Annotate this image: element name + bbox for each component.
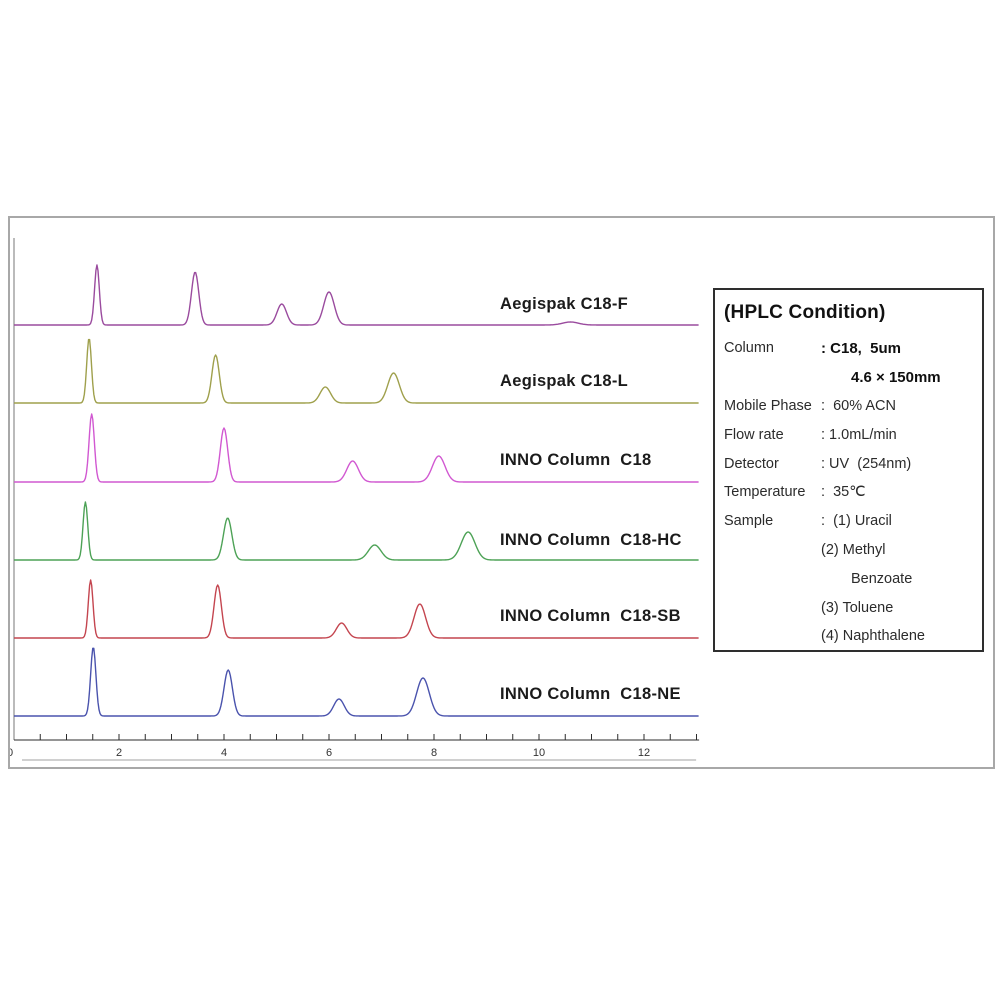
x-axis-tick-label: 12 <box>638 747 650 759</box>
hplc-row-value: : C18, 5um <box>821 339 902 357</box>
hplc-row: Temperature : 35℃ <box>724 478 979 507</box>
hplc-row-value: 4.6 × 150mm <box>851 368 941 386</box>
chromatogram-trace-2 <box>14 338 699 404</box>
chromatogram-panel: 2 4 6 8 10 12 0 Aegispak C18-F Aegispak C18-L IN… <box>8 216 995 769</box>
x-axis-tick-label: 8 <box>431 747 437 759</box>
hplc-row-label: Column <box>724 340 774 357</box>
hplc-row: Sample : (1) Uracil <box>724 507 979 536</box>
hplc-row-label: Detector <box>724 455 779 472</box>
hplc-row-value: Benzoate <box>851 570 913 587</box>
trace-label: INNO Column C18-NE <box>500 685 681 703</box>
chromatogram-trace-3 <box>14 413 699 483</box>
x-axis-tick-label: 4 <box>221 747 227 759</box>
x-axis-origin-label: 0 <box>10 747 13 759</box>
trace-label: Aegispak C18-L <box>500 372 628 390</box>
hplc-row-label: Temperature <box>724 484 806 501</box>
hplc-row-value: (4) Naphthalene <box>821 628 925 645</box>
hplc-row-value: : 35℃ <box>821 484 866 501</box>
chromatogram-trace-4 <box>14 501 699 561</box>
hplc-row: (4) Naphthalene <box>724 622 979 651</box>
hplc-row: Column : C18, 5um <box>724 334 979 363</box>
trace-label: INNO Column C18-HC <box>500 531 682 549</box>
chromatogram-plot: 2 4 6 8 10 12 0 <box>10 238 700 761</box>
hplc-row: Mobile Phase : 60% ACN <box>724 392 979 421</box>
hplc-row-label: Sample <box>724 513 774 530</box>
hplc-row-value: : 1.0mL/min <box>821 426 897 443</box>
trace-label: Aegispak C18-F <box>500 295 628 313</box>
hplc-row: 4.6 × 150mm <box>724 363 979 392</box>
hplc-row: Detector : UV (254nm) <box>724 449 979 478</box>
hplc-row: Benzoate <box>724 564 979 593</box>
hplc-row-value: (2) Methyl <box>821 541 886 558</box>
hplc-row: (2) Methyl <box>724 536 979 565</box>
hplc-condition-box: (HPLC Condition) Column : C18, 5um 4.6 × 1… <box>713 288 984 652</box>
x-axis-tick-label: 10 <box>533 747 545 759</box>
hplc-row-value: : 60% ACN <box>821 397 896 414</box>
hplc-row-value: : UV (254nm) <box>821 455 912 472</box>
chromatogram-trace-1 <box>14 264 699 326</box>
hplc-row-label: Flow rate <box>724 426 784 443</box>
hplc-condition-rows: Column : C18, 5um 4.6 × 150mm Mobile Phase:… <box>724 334 979 651</box>
trace-label: INNO Column C18-SB <box>500 607 681 625</box>
chromatogram-trace-6 <box>14 647 699 717</box>
chromatogram-trace-5 <box>14 579 699 639</box>
hplc-row: Flow rate : 1.0mL/min <box>724 420 979 449</box>
hplc-row-value: : (1) Uracil <box>821 513 892 530</box>
x-axis-tick-label: 2 <box>116 747 122 759</box>
hplc-row: (3) Toluene <box>724 593 979 622</box>
trace-label: INNO Column C18 <box>500 451 652 469</box>
hplc-condition-title: (HPLC Condition) <box>724 302 886 323</box>
hplc-row-value: (3) Toluene <box>821 599 894 616</box>
x-axis-tick-label: 6 <box>326 747 332 759</box>
hplc-row-label: Mobile Phase <box>724 397 812 414</box>
